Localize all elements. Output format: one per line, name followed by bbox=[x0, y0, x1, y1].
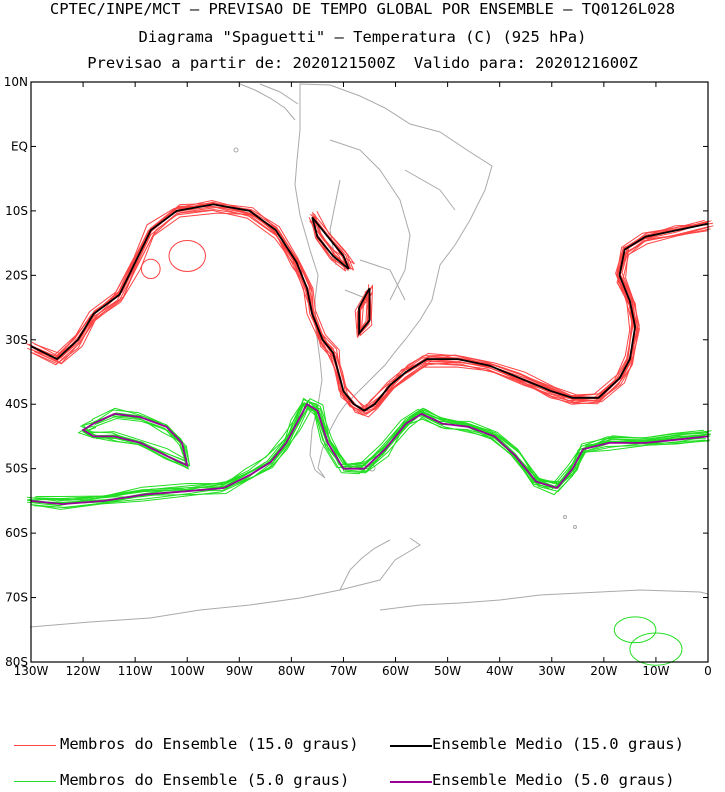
x-tick-label: 50W bbox=[434, 664, 461, 678]
x-tick-label: 30W bbox=[538, 664, 565, 678]
ensemble-member-contour bbox=[629, 632, 683, 666]
y-tick-label: 30S bbox=[5, 333, 28, 347]
x-tick-label: 10W bbox=[642, 664, 669, 678]
ensemble-member-line bbox=[33, 408, 710, 508]
ensemble-member-line bbox=[29, 201, 709, 412]
ensemble-mean-line bbox=[30, 203, 709, 412]
chart-header-line3: Previsao a partir de: 2020121500Z Valido… bbox=[87, 54, 638, 72]
x-tick: 90W bbox=[226, 82, 253, 678]
x-tick: 60W bbox=[382, 82, 409, 678]
plot-border bbox=[30, 81, 709, 663]
y-tick: 40S bbox=[5, 397, 708, 411]
y-tick-label: 10N bbox=[4, 75, 28, 89]
legend-mean-15-label: Ensemble Medio (15.0 graus) bbox=[432, 735, 684, 753]
y-tick-label: 80S bbox=[5, 655, 28, 669]
island bbox=[233, 147, 239, 153]
y-tick-label: 60S bbox=[5, 526, 28, 540]
x-tick: 20W bbox=[590, 82, 618, 678]
y-tick: 10N bbox=[4, 75, 708, 89]
y-tick: 10S bbox=[5, 204, 708, 218]
legend-mean-15-swatch bbox=[390, 745, 432, 747]
y-tick-label: 10S bbox=[5, 204, 28, 218]
ensemble-member-contour bbox=[613, 616, 657, 644]
antarctica-coastline bbox=[29, 537, 709, 628]
x-tick-label: 120W bbox=[66, 664, 101, 678]
antarctic-peninsula bbox=[339, 539, 391, 591]
country-borders bbox=[329, 139, 456, 301]
ensemble-member-line bbox=[33, 212, 711, 418]
x-tick: 50W bbox=[434, 82, 461, 678]
ensemble-member-contour bbox=[168, 240, 206, 272]
legend-members-5-swatch bbox=[14, 781, 56, 782]
y-tick: 60S bbox=[5, 526, 708, 540]
x-tick-label: 20W bbox=[590, 664, 617, 678]
ensemble-member-line bbox=[309, 220, 347, 272]
x-tick-label: 90W bbox=[226, 664, 253, 678]
legend-mean-5-label: Ensemble Medio (5.0 graus) bbox=[432, 771, 675, 789]
ensemble-member-line bbox=[26, 398, 704, 502]
y-tick: 80S bbox=[5, 655, 708, 669]
x-tick-label: 40W bbox=[486, 664, 513, 678]
legend-mean-5-swatch bbox=[390, 781, 432, 783]
y-tick: 20S bbox=[5, 268, 708, 282]
plot-frame: 130W 120W 110W 100W 90W 80W 70W 60W 50W 40W 30W 20W… bbox=[4, 75, 712, 678]
x-tick: 10W bbox=[642, 82, 670, 678]
chart-title: Diagrama "Spaguetti" – Temperatura (C) (… bbox=[138, 28, 587, 46]
ensemble-mean-line bbox=[311, 216, 350, 270]
series-layer bbox=[25, 199, 714, 666]
x-tick: 110W bbox=[118, 82, 153, 678]
legend-members-5-label: Membros do Ensemble (5.0 graus) bbox=[60, 771, 350, 789]
ensemble-mean-line bbox=[358, 287, 371, 336]
central-america-coastline bbox=[239, 83, 299, 121]
y-tick-label: 70S bbox=[5, 591, 28, 605]
x-tick: 130W bbox=[14, 82, 49, 678]
x-tick: 80W bbox=[278, 82, 305, 678]
x-tick: 100W bbox=[170, 82, 205, 678]
ensemble-member-line bbox=[27, 199, 705, 409]
island bbox=[573, 525, 577, 529]
ensemble-member-line bbox=[25, 203, 707, 412]
ensemble-member-contour bbox=[140, 258, 161, 280]
ensemble-member-line bbox=[34, 203, 712, 410]
x-tick: 120W bbox=[66, 82, 101, 678]
x-tick-label: 0 bbox=[704, 664, 712, 678]
x-tick: 30W bbox=[538, 82, 565, 678]
coastline-map bbox=[29, 83, 709, 628]
x-tick-label: 80W bbox=[278, 664, 305, 678]
island bbox=[563, 515, 567, 519]
x-tick-label: 100W bbox=[170, 664, 205, 678]
y-tick: 30S bbox=[5, 333, 708, 347]
x-tick-label: 130W bbox=[14, 664, 49, 678]
legend-members-15-label: Membros do Ensemble (15.0 graus) bbox=[60, 735, 359, 753]
x-tick: 40W bbox=[486, 82, 513, 678]
x-tick: 70W bbox=[330, 82, 357, 678]
y-tick-label: 50S bbox=[5, 462, 28, 476]
y-tick: 50S bbox=[5, 462, 708, 476]
ensemble-member-line bbox=[26, 202, 706, 412]
ensemble-member-line bbox=[31, 397, 708, 501]
ensemble-mean-line bbox=[30, 402, 709, 506]
ensemble-mean-line bbox=[81, 412, 189, 467]
chart-header-line1: CPTEC/INPE/MCT – PREVISAO DE TEMPO GLOBA… bbox=[49, 0, 676, 18]
ensemble-member-line bbox=[33, 206, 714, 416]
x-tick-label: 110W bbox=[118, 664, 153, 678]
ensemble-member-line bbox=[27, 402, 706, 502]
south-america-coastline bbox=[294, 83, 493, 479]
ensemble-member-line bbox=[357, 290, 373, 339]
x-tick: 0 bbox=[704, 82, 712, 678]
ensemble-member-line bbox=[311, 211, 355, 265]
ensemble-member-line bbox=[79, 409, 187, 462]
y-tick: EQ bbox=[11, 139, 708, 153]
ensemble-member-line bbox=[82, 407, 188, 461]
legend-members-15-swatch bbox=[14, 745, 56, 746]
y-tick-label: 20S bbox=[5, 268, 28, 282]
y-tick: 70S bbox=[5, 591, 708, 605]
y-tick-label: EQ bbox=[11, 139, 28, 153]
x-tick-label: 70W bbox=[330, 664, 357, 678]
y-tick-label: 40S bbox=[5, 397, 28, 411]
ensemble-member-line bbox=[81, 413, 190, 470]
x-tick-label: 60W bbox=[382, 664, 409, 678]
ensemble-member-line bbox=[30, 404, 706, 510]
